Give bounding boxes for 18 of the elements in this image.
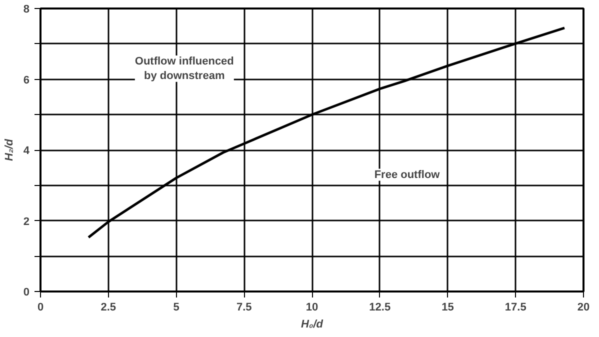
x-tick-label: 5 — [173, 302, 180, 314]
x-tick-label: 17.5 — [504, 302, 526, 314]
x-tick-label: 12.5 — [369, 302, 391, 314]
y-tick-label: 8 — [23, 4, 30, 16]
x-tick-label: 7.5 — [236, 302, 252, 314]
x-tick-label: 15 — [442, 302, 454, 314]
y-tick-label: 2 — [23, 216, 30, 228]
annotation: Free outflow — [374, 168, 440, 181]
x-tick-label: 0 — [37, 302, 44, 314]
x-tick-label: 2.5 — [100, 302, 116, 314]
y-tick-label: 6 — [23, 74, 30, 86]
y-tick-label: 0 — [23, 286, 30, 298]
y-axis-title: H₂/d — [3, 138, 16, 161]
y-tick-label: 4 — [23, 145, 30, 157]
x-tick-label: 20 — [577, 302, 590, 314]
x-axis-title: H₀/d — [300, 318, 324, 330]
annotation: Outflow influenced by downstream — [134, 55, 234, 82]
x-tick-label: 10 — [306, 302, 318, 314]
